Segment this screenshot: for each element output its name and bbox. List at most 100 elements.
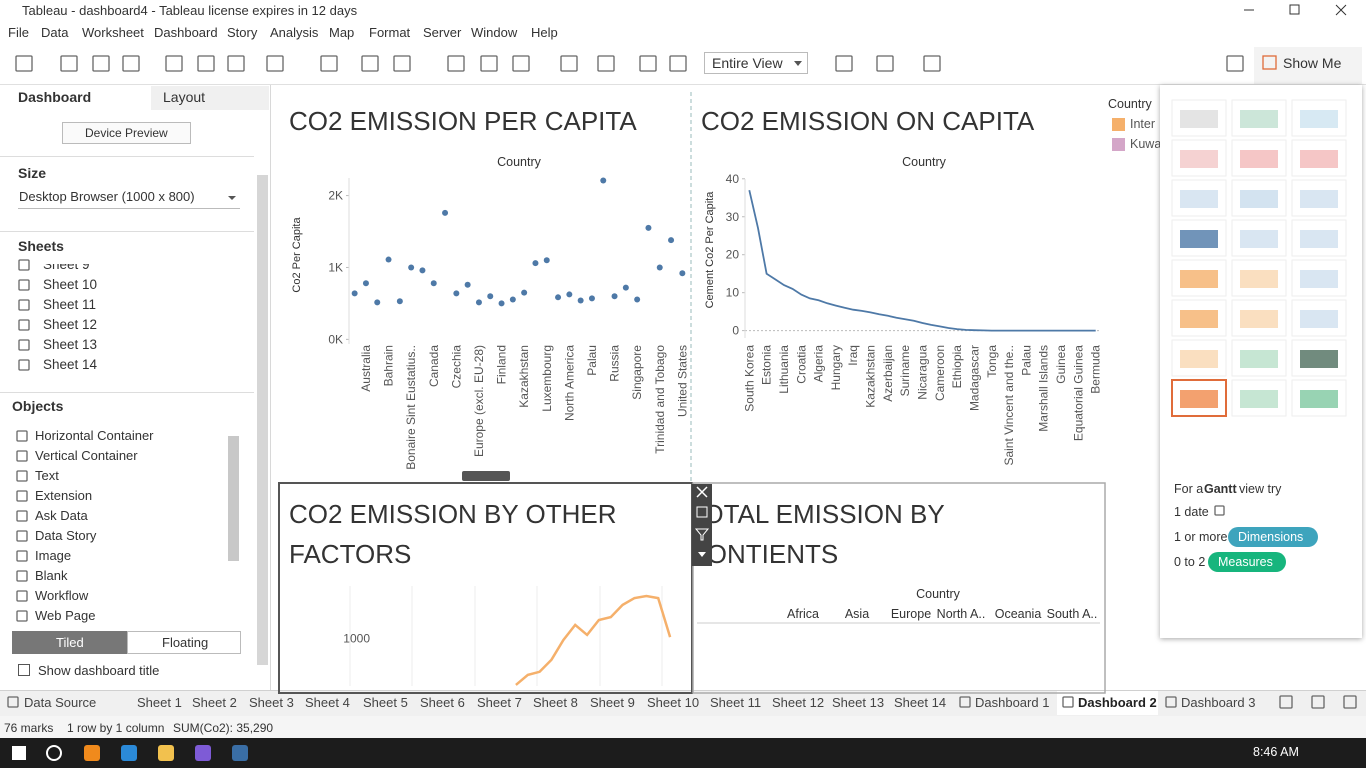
object-item[interactable]: Blank	[35, 568, 68, 583]
menu-item[interactable]: Format	[369, 25, 411, 40]
sheet-tab[interactable]: Sheet 4	[305, 695, 350, 710]
thumb-content	[1240, 270, 1278, 288]
x-tick-label: Madagascar	[967, 345, 981, 411]
x-tick-label: Croatia	[794, 345, 808, 384]
menu-item[interactable]: Analysis	[270, 25, 319, 40]
sheet-tab[interactable]: Sheet 6	[420, 695, 465, 710]
x-tick-label: Kazakhstan	[864, 345, 878, 408]
thumb-content	[1240, 110, 1278, 128]
button-label[interactable]: Device Preview	[85, 126, 168, 140]
object-icon	[16, 430, 28, 442]
layout-mode[interactable]: Floating	[162, 635, 209, 650]
x-tick-label: Saint Vincent and the..	[1002, 345, 1016, 466]
object-item[interactable]: Web Page	[35, 608, 96, 623]
menu-item[interactable]: Data	[41, 25, 69, 40]
thumb-content	[1180, 110, 1218, 128]
hint-type: Gantt	[1204, 482, 1237, 496]
sheet-tab[interactable]: Sheet 11	[710, 695, 762, 710]
layout-tab-bg[interactable]	[151, 86, 269, 110]
object-item[interactable]: Image	[35, 548, 72, 563]
pill-label: Measures	[1218, 555, 1273, 569]
sheet-tab[interactable]: Data Source	[24, 695, 97, 710]
menu-item[interactable]: Story	[227, 25, 258, 40]
y-tick-label: 1K	[328, 260, 343, 274]
column-header: North A..	[937, 607, 986, 621]
tab-icon	[7, 696, 19, 708]
thumb-content	[1300, 150, 1338, 168]
sheet-tab[interactable]: Sheet 1	[137, 695, 182, 710]
object-item[interactable]: Text	[35, 468, 59, 483]
sheet-tab[interactable]: Sheet 12	[772, 695, 825, 710]
menu-item[interactable]: Help	[531, 25, 558, 40]
y-tick-label: 0K	[328, 332, 343, 346]
object-item[interactable]: Ask Data	[35, 508, 88, 523]
panel-scrollbar	[257, 175, 268, 665]
y-axis-label: Cement Co2 Per Capita	[704, 191, 716, 309]
device-preview-button[interactable]	[62, 122, 191, 144]
toolbar-icon	[447, 55, 465, 72]
layout-mode[interactable]: Tiled	[56, 635, 84, 650]
object-icon	[16, 450, 28, 462]
checkbox[interactable]	[18, 664, 30, 676]
menu-item[interactable]: Server	[423, 25, 462, 40]
x-tick-label: Algeria	[812, 345, 826, 383]
object-item[interactable]: Vertical Container	[35, 448, 138, 463]
object-icon	[16, 610, 28, 622]
point	[532, 260, 539, 267]
tiled-button[interactable]	[12, 631, 127, 654]
size-dropdown[interactable]: Desktop Browser (1000 x 800)	[19, 189, 195, 204]
show-me-label[interactable]: Show Me	[1283, 55, 1342, 71]
y-tick-label: 0	[732, 324, 739, 338]
point	[453, 290, 460, 297]
view-dropdown[interactable]	[704, 52, 808, 74]
sheet-item[interactable]: Sheet 13	[43, 337, 98, 352]
menu-item[interactable]: Dashboard	[154, 25, 218, 40]
sheet-tab[interactable]: Sheet 9	[590, 695, 635, 710]
sheet-tab[interactable]: Sheet 7	[477, 695, 522, 710]
menu-item[interactable]: Window	[471, 25, 518, 40]
point	[611, 293, 618, 300]
column-header: Asia	[845, 607, 869, 621]
thumb-content	[1180, 350, 1218, 368]
toolbar-icon	[876, 55, 894, 72]
sheet-tab[interactable]: Sheet 3	[249, 695, 294, 710]
panel-tab[interactable]: Dashboard	[18, 89, 92, 105]
active-tab[interactable]	[1057, 691, 1158, 715]
show-me-button[interactable]	[1254, 47, 1362, 84]
point	[600, 177, 607, 184]
thumb-content	[1300, 310, 1338, 328]
toolbar-icon	[560, 55, 578, 72]
sheet-tab[interactable]: Sheet 8	[533, 695, 578, 710]
object-item[interactable]: Workflow	[35, 588, 89, 603]
sheet-tab[interactable]: Sheet 5	[363, 695, 408, 710]
sheet-tab[interactable]: Sheet 14	[894, 695, 947, 710]
divider	[0, 392, 254, 393]
sheet-tab[interactable]: Dashboard 1	[975, 695, 1050, 710]
sheet-tab[interactable]: Dashboard 3	[1181, 695, 1256, 710]
menu-item[interactable]: Worksheet	[82, 25, 144, 40]
object-item[interactable]: Data Story	[35, 528, 97, 543]
x-tick-label: Nicaragua	[916, 345, 930, 400]
sheet-tab[interactable]: Sheet 2	[192, 695, 237, 710]
floating-button[interactable]	[127, 631, 241, 654]
menu-item[interactable]: File	[8, 25, 29, 40]
sheet-item[interactable]: Sheet 11	[43, 297, 97, 312]
sheet-tab[interactable]: Sheet 10	[647, 695, 700, 710]
toolbar-icon	[480, 55, 498, 72]
dropdown-underline	[18, 208, 240, 209]
sheet-item[interactable]: Sheet 14	[43, 357, 98, 372]
panel-tab[interactable]: Layout	[163, 89, 206, 105]
checkbox-label[interactable]: Show dashboard title	[38, 663, 160, 678]
view-mode[interactable]: Entire View	[712, 55, 783, 71]
toolbar-icon	[92, 55, 110, 72]
sheet-tab[interactable]: Sheet 13	[832, 695, 885, 710]
column-header: Europe	[891, 607, 931, 621]
sheet-item[interactable]: Sheet 12	[43, 317, 98, 332]
sheet-tab[interactable]: Dashboard 2	[1078, 695, 1157, 710]
sheet-item[interactable]: Sheet 10	[43, 277, 98, 292]
object-item[interactable]: Extension	[35, 488, 93, 503]
object-item[interactable]: Horizontal Container	[35, 428, 154, 443]
menu-item[interactable]: Map	[329, 25, 355, 40]
object-icon	[16, 470, 28, 482]
